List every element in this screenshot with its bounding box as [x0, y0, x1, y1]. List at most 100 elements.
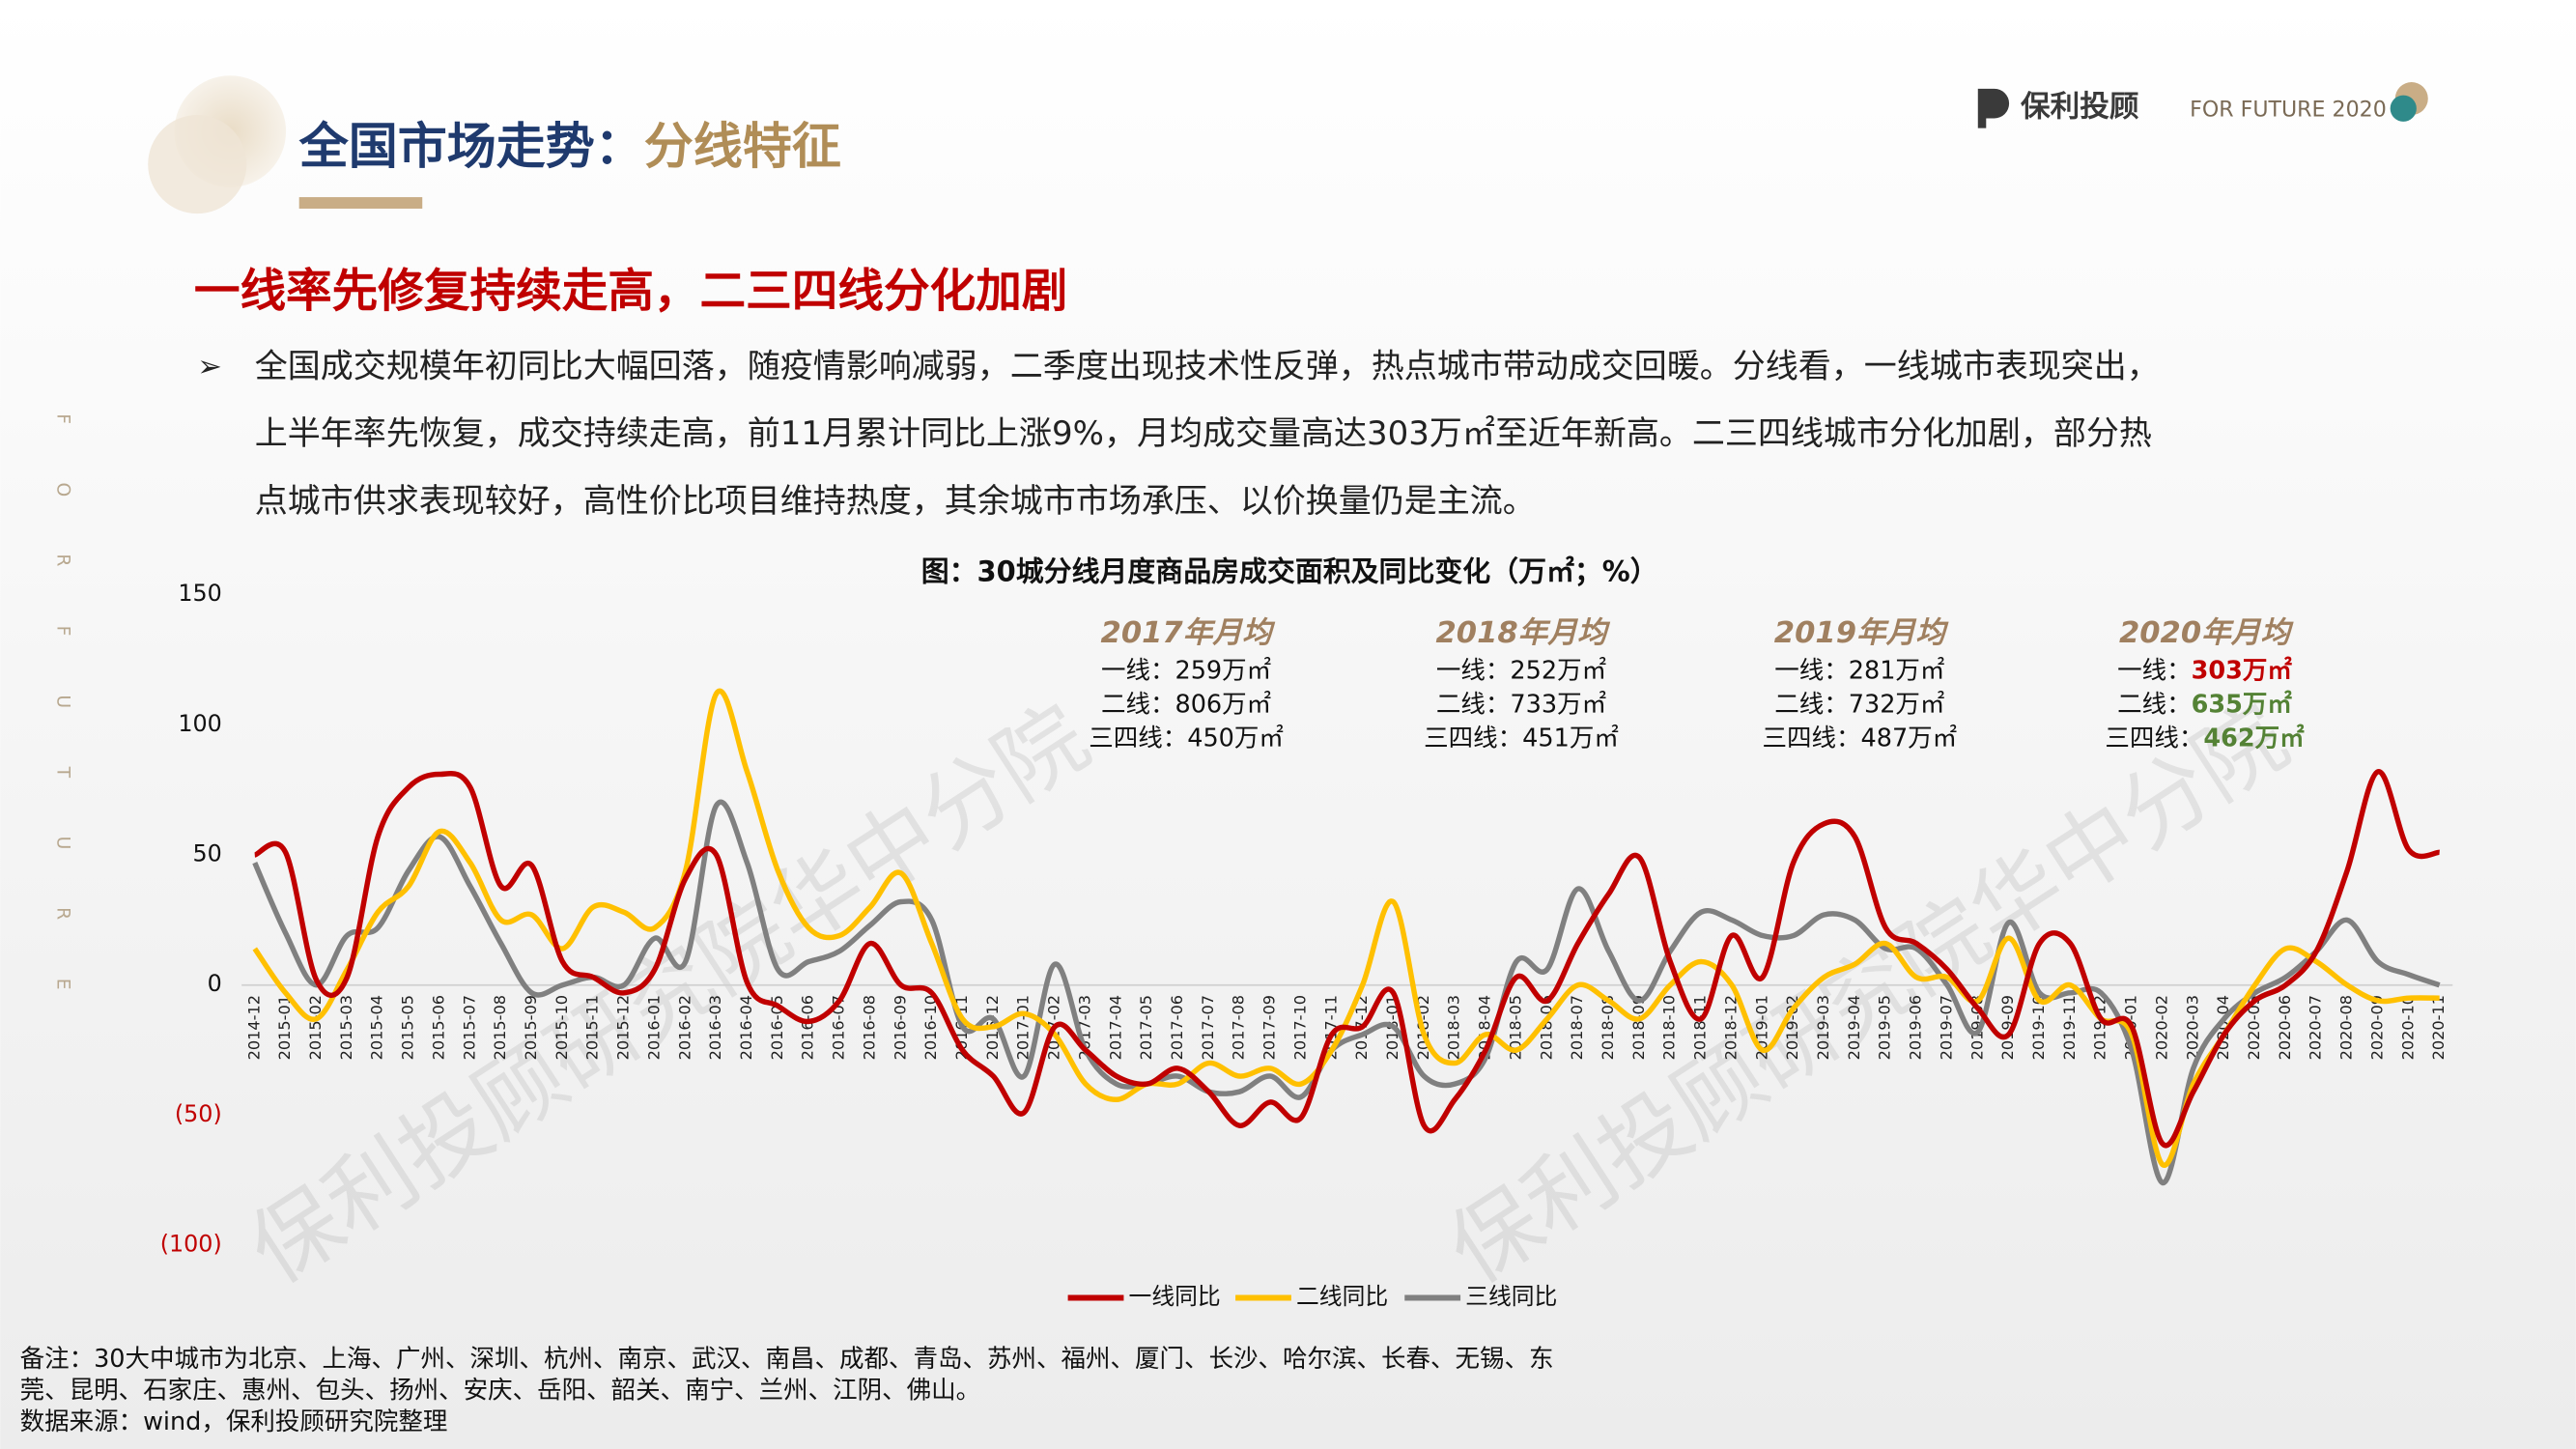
annotation-line: 三四线：487万㎡	[1762, 724, 1957, 753]
x-tick-label: 2019-03	[1814, 995, 1832, 1060]
x-tick-label: 2020-09	[2367, 995, 2386, 1060]
x-tick-label: 2019-07	[1937, 995, 1955, 1060]
y-tick-label: 100	[178, 710, 221, 737]
annotation-label: 三四线：	[2105, 724, 2203, 753]
bullet-text: 全国成交规模年初同比大幅回落，随疫情影响减弱，二季度出现技术性反弹，热点城市带动…	[255, 347, 2160, 520]
x-tick-label: 2015-03	[337, 995, 355, 1060]
x-tick-label: 2017-01	[1014, 995, 1033, 1060]
x-tick-label: 2020-10	[2398, 995, 2417, 1060]
note-line: 数据来源：wind，保利投顾研究院整理	[20, 1407, 448, 1436]
x-tick-label: 2019-11	[2060, 995, 2079, 1060]
annotation-value: 281万㎡	[1849, 657, 1945, 686]
logo-icon	[1977, 88, 2010, 128]
annotation-title: 2017年月均	[1101, 616, 1276, 650]
side-letter: O	[52, 482, 72, 497]
annotation-label: 一线：	[1436, 657, 1511, 686]
page-title: 全国市场走势：分线特征	[298, 119, 841, 176]
annotation-value: 635万㎡	[2192, 690, 2293, 719]
annotation-line: 三四线：451万㎡	[1424, 724, 1619, 753]
legend-label: 三线同比	[1465, 1283, 1557, 1310]
x-tick-label: 2020-05	[2245, 995, 2263, 1060]
x-tick-label: 2016-09	[891, 995, 909, 1060]
annotation-value: 487万㎡	[1861, 724, 1958, 753]
annotation-title: 2019年月均	[1774, 616, 1949, 650]
x-tick-label: 2016-04	[737, 995, 755, 1060]
decor-circle	[148, 115, 247, 214]
side-letter: U	[52, 837, 72, 850]
x-tick-label: 2017-08	[1230, 995, 1248, 1060]
logo-tag: FOR FUTURE 2020	[2190, 97, 2387, 122]
x-tick-label: 2017-04	[1106, 995, 1124, 1060]
series-line	[252, 688, 2440, 1168]
x-tick-label: 2019-02	[1783, 995, 1801, 1060]
side-letter: R	[52, 907, 72, 920]
series-line	[253, 769, 2441, 1149]
annotation-label: 二线：	[1774, 690, 1849, 719]
annotation-line: 二线：732万㎡	[1774, 690, 1944, 719]
annotation-label: 一线：	[1774, 657, 1849, 686]
annotation-value: 451万㎡	[1522, 724, 1619, 753]
x-tick-label: 2019-04	[1845, 995, 1863, 1060]
x-tick-label: 2020-08	[2337, 995, 2356, 1060]
x-tick-label: 2019-06	[1907, 995, 1925, 1060]
chart: 150 100 50 0 (50) (100) 2014-12 2015-01 2015-02 2…	[160, 580, 2453, 1310]
x-tick-label: 2015-02	[306, 995, 325, 1060]
x-tick-label: 2016-02	[675, 995, 694, 1060]
x-tick-label: 2015-11	[583, 995, 602, 1060]
x-tick-label: 2015-10	[552, 995, 571, 1060]
x-tick-label: 2016-06	[799, 995, 817, 1060]
title-accent: 分线特征	[644, 119, 841, 176]
x-tick-label: 2015-12	[614, 995, 633, 1060]
logo-text: 保利投顾	[2021, 91, 2139, 125]
annotation-line: 一线：303万㎡	[2117, 657, 2292, 686]
x-tick-label: 2016-01	[644, 995, 663, 1060]
annotation-line: 一线：281万㎡	[1774, 657, 1944, 686]
annotation-line: 二线：806万㎡	[1101, 690, 1271, 719]
y-tick-label: 150	[178, 580, 221, 607]
x-tick-label: 2015-05	[399, 995, 417, 1060]
annotation-label: 三四线：	[1762, 724, 1860, 753]
x-tick-label: 2020-02	[2152, 995, 2170, 1060]
x-tick-label: 2016-07	[830, 995, 848, 1060]
x-tick-label: 2020-07	[2307, 995, 2325, 1060]
bullet-line: 全国成交规模年初同比大幅回落，随疫情影响减弱，二季度出现技术性反弹，热点城市带动…	[255, 347, 2160, 385]
y-tick-label: 50	[192, 840, 221, 867]
annotation-value: 732万㎡	[1849, 690, 1945, 719]
x-tick-label: 2017-10	[1290, 995, 1309, 1060]
note-line: 莞、昆明、石家庄、惠州、包头、扬州、安庆、岳阳、韶关、南宁、兰州、江阴、佛山。	[20, 1376, 981, 1405]
annotation-line: 三四线：462万㎡	[2105, 724, 2305, 753]
x-tick-label: 2020-11	[2429, 995, 2448, 1060]
series-line	[252, 799, 2441, 1186]
annotation-title: 2020年月均	[2119, 616, 2294, 650]
x-tick-label: 2018-05	[1506, 995, 1524, 1060]
annotation-value: 303万㎡	[2192, 657, 2293, 686]
y-tick-label: (50)	[175, 1100, 222, 1127]
annotation-line: 二线：635万㎡	[2117, 690, 2292, 719]
annotation-title: 2018年月均	[1435, 616, 1610, 650]
annotation-value: 733万㎡	[1510, 690, 1606, 719]
annotation-line: 二线：733万㎡	[1436, 690, 1606, 719]
annotation-label: 二线：	[1101, 690, 1175, 719]
bullet-marker: ➢	[197, 350, 222, 384]
side-letter: T	[52, 766, 72, 779]
annotation-label: 二线：	[1436, 690, 1511, 719]
x-tick-label: 2018-10	[1660, 995, 1679, 1060]
x-tick-label: 2017-09	[1260, 995, 1279, 1060]
x-tick-label: 2018-12	[1721, 995, 1740, 1060]
x-tick-label: 2015-01	[275, 995, 294, 1060]
annotation-value: 450万㎡	[1187, 724, 1284, 753]
x-tick-label: 2019-05	[1876, 995, 1894, 1060]
x-tick-label: 2019-09	[1998, 995, 2017, 1060]
annotation-value: 806万㎡	[1175, 690, 1271, 719]
y-tick-label: (100)	[160, 1231, 222, 1258]
side-letter: R	[52, 554, 72, 566]
x-tick-label: 2018-08	[1599, 995, 1617, 1060]
annotation-value: 462万㎡	[2203, 724, 2305, 753]
side-letter: E	[52, 979, 72, 990]
side-letter: F	[52, 626, 72, 637]
x-tick-label: 2015-06	[429, 995, 447, 1060]
annotation-label: 三四线：	[1089, 724, 1187, 753]
x-tick-label: 2020-03	[2183, 995, 2201, 1060]
